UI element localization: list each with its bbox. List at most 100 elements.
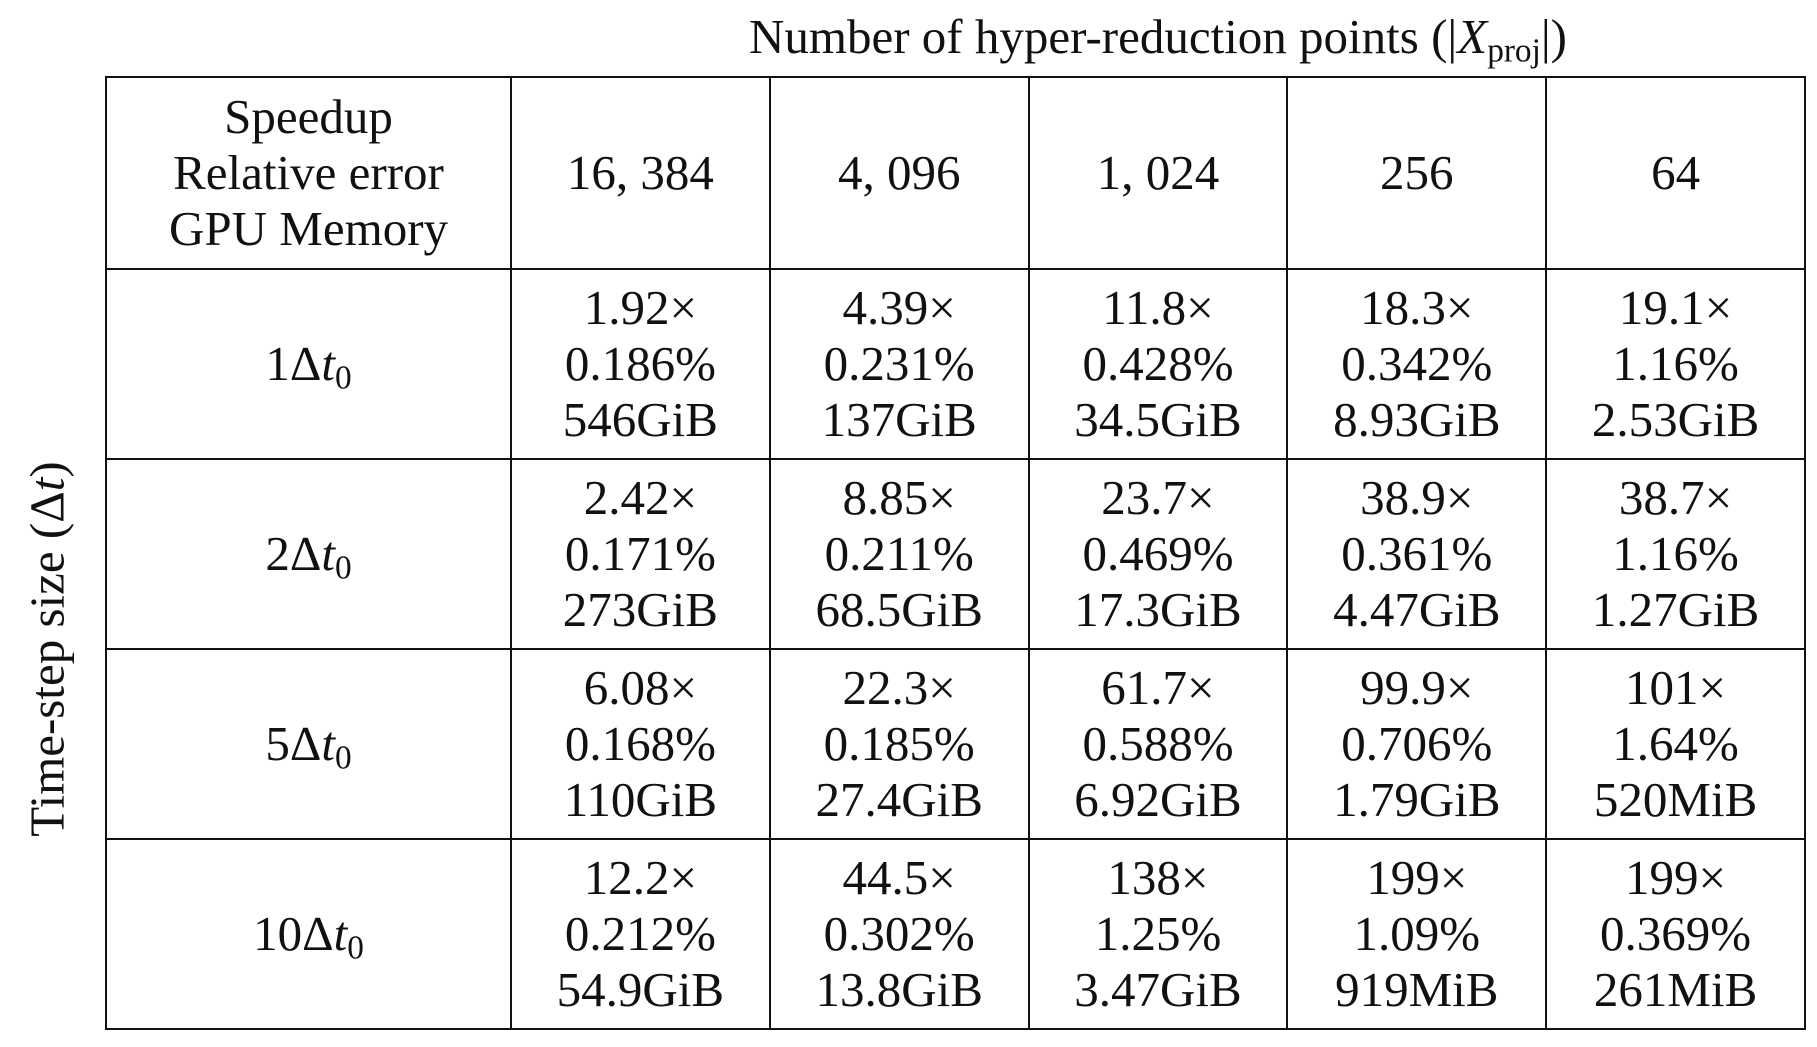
data-cell: 8.85× 0.211% 68.5GiB — [768, 458, 1030, 650]
data-cell: 4.39× 0.231% 137GiB — [768, 268, 1030, 460]
row-header: Time-step size (Δt) — [19, 461, 76, 836]
column-label: 4, 096 — [768, 76, 1030, 270]
column-label: 256 — [1286, 76, 1548, 270]
data-cell: 199× 0.369% 261MiB — [1545, 838, 1806, 1030]
corner-line: Speedup — [224, 89, 393, 144]
cell-line: 1.16% — [1612, 526, 1739, 581]
data-cell: 19.1× 1.16% 2.53GiB — [1545, 268, 1806, 460]
data-row: 2Δt0 2.42× 0.171% 273GiB 8.85× 0.211% 68.5GiB 2… — [105, 458, 1806, 650]
cell-line: 0.361% — [1341, 526, 1493, 581]
data-cell: 101× 1.64% 520MiB — [1545, 648, 1806, 840]
data-cell: 18.3× 0.342% 8.93GiB — [1286, 268, 1548, 460]
corner-line: GPU Memory — [168, 201, 449, 256]
column-label: 16, 384 — [510, 76, 771, 270]
cell-line: 0.231% — [823, 336, 975, 391]
data-cell: 11.8× 0.428% 34.5GiB — [1027, 268, 1289, 460]
row-label-symbol: t — [321, 526, 335, 581]
cell-line: 61.7× — [1101, 660, 1215, 715]
column-header-close: |) — [1540, 9, 1567, 64]
data-row: 1Δt0 1.92× 0.186% 546GiB 4.39× 0.231% 137GiB 11… — [105, 268, 1806, 460]
cell-line: 101× — [1625, 660, 1727, 715]
cell-line: 44.5× — [842, 850, 956, 905]
cell-line: 17.3GiB — [1074, 582, 1242, 637]
cell-line: 19.1× — [1618, 280, 1733, 335]
results-table: Speedup Relative error GPU Memory 16, 384 4,… — [105, 76, 1806, 1030]
cell-line: 3.47GiB — [1074, 962, 1242, 1017]
data-row: 5Δt0 6.08× 0.168% 110GiB 22.3× 0.185% 27.4GiB 6… — [105, 648, 1806, 840]
corner-line: Relative error — [173, 145, 444, 200]
cell-line: 8.93GiB — [1333, 392, 1501, 447]
cell-line: 68.5GiB — [815, 582, 983, 637]
cell-line: 6.08× — [583, 660, 698, 715]
cell-line: 520MiB — [1593, 772, 1758, 827]
cell-line: 919MiB — [1335, 962, 1499, 1017]
row-label-text: 1Δ — [265, 336, 322, 391]
data-cell: 12.2× 0.212% 54.9GiB — [510, 838, 771, 1030]
cell-line: 0.211% — [824, 526, 974, 581]
data-cell: 6.08× 0.168% 110GiB — [510, 648, 771, 840]
data-cell: 38.7× 1.16% 1.27GiB — [1545, 458, 1806, 650]
cell-line: 546GiB — [562, 392, 718, 447]
cell-line: 2.53GiB — [1591, 392, 1760, 447]
row-label-symbol: t — [321, 336, 335, 391]
row-label: 10Δt0 — [105, 838, 512, 1030]
row-label-symbol: t — [333, 906, 348, 961]
cell-line: 1.16% — [1612, 336, 1739, 391]
data-cell: 38.9× 0.361% 4.47GiB — [1286, 458, 1548, 650]
cell-line: 4.39× — [842, 280, 956, 335]
cell-line: 1.92× — [583, 280, 698, 335]
row-label-subscript: 0 — [347, 929, 364, 967]
cell-line: 8.85× — [842, 470, 956, 525]
cell-line: 1.64% — [1612, 716, 1739, 771]
data-cell: 138× 1.25% 3.47GiB — [1027, 838, 1289, 1030]
cell-line: 0.302% — [823, 906, 975, 961]
data-cell: 1.92× 0.186% 546GiB — [510, 268, 771, 460]
cell-line: 12.2× — [583, 850, 698, 905]
row-label-subscript: 0 — [334, 359, 352, 397]
column-header-symbol: X — [1457, 9, 1488, 64]
row-label-symbol: t — [321, 716, 335, 771]
cell-line: 34.5GiB — [1074, 392, 1242, 447]
column-label: 64 — [1545, 76, 1806, 270]
cell-line: 0.186% — [564, 336, 716, 391]
cell-line: 18.3× — [1360, 280, 1474, 335]
data-cell: 199× 1.09% 919MiB — [1286, 838, 1548, 1030]
cell-line: 0.706% — [1341, 716, 1493, 771]
cell-line: 1.25% — [1094, 906, 1222, 961]
cell-line: 6.92GiB — [1074, 772, 1242, 827]
cell-line: 0.428% — [1082, 336, 1234, 391]
cell-line: 0.171% — [564, 526, 716, 581]
cell-line: 199× — [1366, 850, 1468, 905]
row-label: 2Δt0 — [105, 458, 512, 650]
cell-line: 1.09% — [1353, 906, 1481, 961]
cell-line: 1.27GiB — [1591, 582, 1760, 637]
row-label: 1Δt0 — [105, 268, 512, 460]
cell-line: 23.7× — [1101, 470, 1215, 525]
data-cell: 99.9× 0.706% 1.79GiB — [1286, 648, 1548, 840]
cell-line: 1.79GiB — [1333, 772, 1501, 827]
cell-line: 0.342% — [1341, 336, 1493, 391]
row-label-text: 10Δ — [253, 906, 334, 961]
data-cell: 23.7× 0.469% 17.3GiB — [1027, 458, 1289, 650]
data-cell: 61.7× 0.588% 6.92GiB — [1027, 648, 1289, 840]
cell-line: 38.9× — [1360, 470, 1474, 525]
cell-line: 0.168% — [564, 716, 716, 771]
cell-line: 2.42× — [583, 470, 698, 525]
column-header-subscript: proj — [1487, 32, 1541, 70]
cell-line: 54.9GiB — [556, 962, 725, 1017]
row-label-subscript: 0 — [334, 549, 352, 587]
row-header-close: ) — [19, 461, 75, 478]
cell-line: 99.9× — [1360, 660, 1474, 715]
cell-line: 38.7× — [1618, 470, 1733, 525]
cell-line: 0.212% — [564, 906, 716, 961]
row-header-text: Time-step size (Δ — [19, 491, 75, 837]
cell-line: 137GiB — [821, 392, 977, 447]
row-label-subscript: 0 — [334, 739, 352, 777]
data-row: 10Δt0 12.2× 0.212% 54.9GiB 44.5× 0.302% 13.8Gi… — [105, 838, 1806, 1030]
cell-line: 27.4GiB — [815, 772, 983, 827]
cell-line: 110GiB — [563, 772, 718, 827]
cell-line: 13.8GiB — [815, 962, 983, 1017]
column-label: 1, 024 — [1027, 76, 1289, 270]
header-row: Speedup Relative error GPU Memory 16, 384 4,… — [105, 76, 1806, 270]
